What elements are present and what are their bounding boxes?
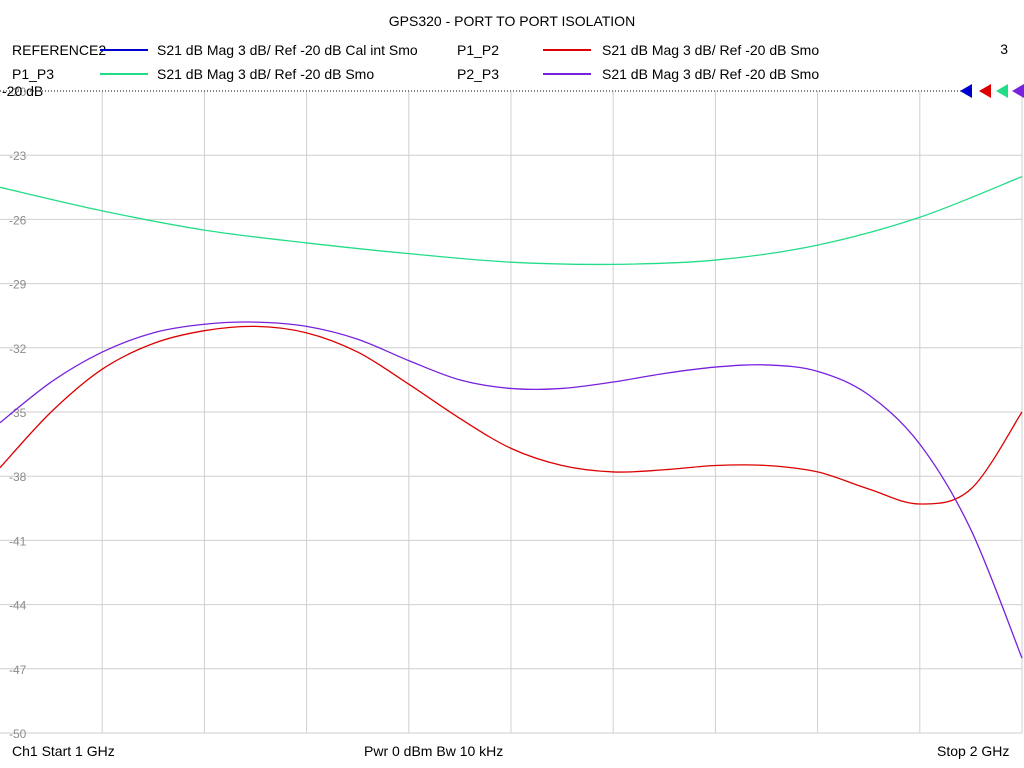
ref-marker-p1-p2	[979, 84, 991, 98]
y-tick-label: -35	[9, 406, 27, 420]
y-tick-label: -50	[9, 727, 27, 741]
sweep-stop: Stop 2 GHz	[937, 743, 1010, 759]
legend-name: P1_P2	[457, 42, 500, 58]
legend-swatch	[543, 73, 591, 75]
traces	[0, 175, 1023, 659]
reference-level-label: -20 dB	[2, 83, 43, 99]
y-tick-label: -47	[9, 663, 27, 677]
y-tick-label: -44	[9, 599, 27, 613]
legend-description: S21 dB Mag 3 dB/ Ref -20 dB Smo	[157, 66, 375, 82]
plot-grid	[0, 90, 1023, 734]
channel-number: 3	[1000, 41, 1008, 57]
legend-description: S21 dB Mag 3 dB/ Ref -20 dB Smo	[602, 66, 820, 82]
legend-entry-reference2[interactable]: REFERENCE2 S21 dB Mag 3 dB/ Ref -20 dB C…	[12, 41, 452, 59]
chart-title: GPS320 - PORT TO PORT ISOLATION	[388, 13, 636, 29]
legend-name: REFERENCE2	[12, 42, 107, 58]
legend-description: S21 dB Mag 3 dB/ Ref -20 dB Smo	[602, 42, 820, 58]
ref-marker-reference2	[960, 84, 972, 98]
legend-swatch	[100, 73, 148, 75]
ref-marker-p2-p3	[1012, 84, 1024, 98]
y-axis-ticks: -20 -23 -26 -29 -32 -35 -38 -41 -44 -47 -50	[9, 85, 27, 741]
trace-p1-p2	[0, 325, 1023, 505]
y-tick-label: -32	[9, 342, 27, 356]
legend-swatch	[543, 49, 591, 51]
legend-entry-p1-p3[interactable]: P1_P3 S21 dB Mag 3 dB/ Ref -20 dB Smo	[12, 65, 452, 83]
reference-markers	[960, 84, 1024, 98]
legend-entry-p1-p2[interactable]: P1_P2 S21 dB Mag 3 dB/ Ref -20 dB Smo	[457, 41, 857, 59]
y-tick-label: -23	[9, 149, 27, 163]
y-tick-label: -26	[9, 213, 27, 227]
y-tick-label: -29	[9, 278, 27, 292]
legend-swatch	[100, 49, 148, 51]
y-tick-label: -41	[9, 534, 27, 548]
legend-name: P1_P3	[12, 66, 55, 82]
trace-p2-p3	[0, 321, 1023, 659]
legend-description: S21 dB Mag 3 dB/ Ref -20 dB Cal int Smo	[157, 42, 418, 58]
sweep-start: Ch1 Start 1 GHz	[12, 743, 115, 759]
legend-name: P2_P3	[457, 66, 500, 82]
y-tick-label: -20	[9, 85, 27, 99]
power-bandwidth: Pwr 0 dBm Bw 10 kHz	[364, 743, 504, 759]
legend-entry-p2-p3[interactable]: P2_P3 S21 dB Mag 3 dB/ Ref -20 dB Smo	[457, 65, 857, 83]
trace-p1-p3	[0, 175, 1023, 266]
y-tick-label: -38	[9, 470, 27, 484]
ref-marker-p1-p3	[996, 84, 1008, 98]
